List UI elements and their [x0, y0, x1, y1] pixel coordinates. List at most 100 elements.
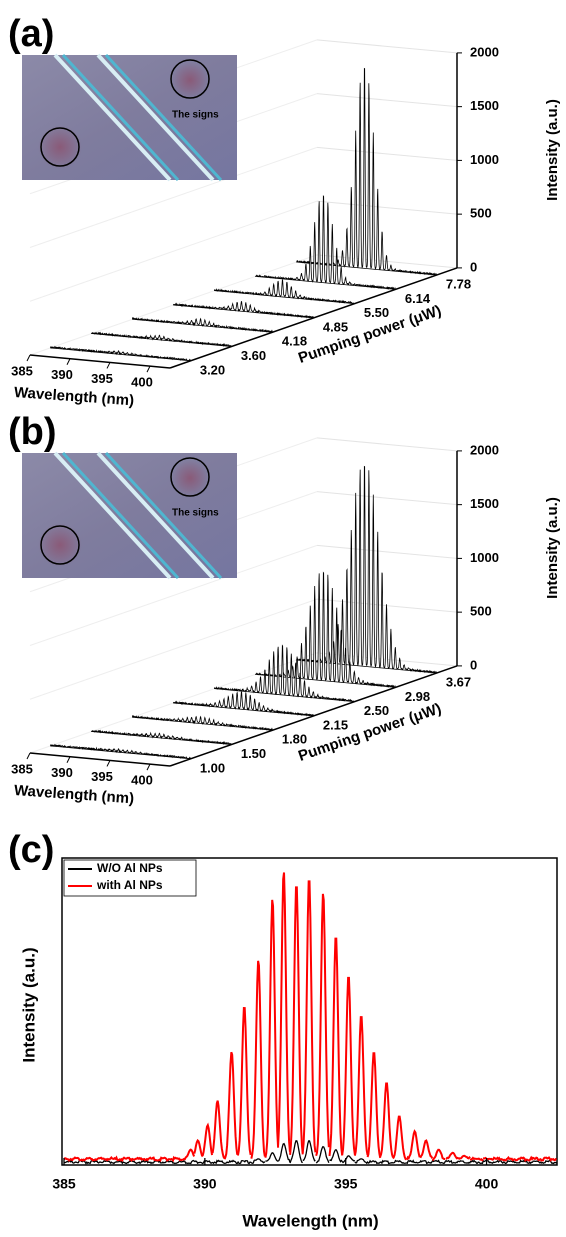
spectrum-peak [265, 1152, 279, 1162]
inset-spot [38, 125, 82, 169]
x-tick-label: 400 [131, 773, 153, 788]
power-tick-label: 2.50 [364, 703, 389, 718]
power-tick-label: 3.60 [241, 348, 266, 363]
spectrum-trace [50, 743, 191, 760]
x-axis-title: Wavelength (nm) [242, 1211, 378, 1230]
legend-label: W/O Al NPs [97, 861, 163, 875]
inset-circle [170, 457, 210, 497]
inset-stripe [53, 53, 172, 182]
x-tick [66, 358, 71, 365]
inset-stripe [53, 451, 172, 580]
x-tick [146, 763, 151, 771]
grid-line [29, 146, 318, 248]
x-tick [106, 760, 111, 767]
x-axis [29, 354, 171, 369]
inset-stripe [104, 451, 223, 580]
y-axis-title: Intensity (a.u.) [19, 947, 38, 1062]
z-tick-label: 2000 [470, 44, 499, 59]
spectrum-peak [315, 893, 330, 1157]
power-tick-label: 6.14 [405, 291, 431, 306]
x-tick-label: 395 [91, 371, 113, 386]
grid-line [316, 598, 458, 613]
grid-line [316, 491, 458, 506]
z-tick-label: 500 [470, 604, 492, 619]
spectrum-peak [392, 1115, 407, 1161]
inset-spot [172, 460, 208, 496]
spectrum-trace [214, 278, 356, 305]
power-axis [169, 665, 458, 767]
x-tick-label: 390 [51, 367, 73, 382]
spectrum-trace [173, 691, 314, 717]
inset-circle [40, 127, 80, 167]
spectrum-peak [341, 976, 356, 1156]
grid-line [29, 200, 318, 302]
spectrum-trace [132, 316, 274, 333]
x-axis-title: Wavelength (nm) [13, 782, 134, 807]
grid-line [316, 437, 458, 452]
spectrum-trace [296, 67, 437, 276]
plot-frame [61, 857, 558, 1166]
inset-label: The signs [172, 110, 219, 121]
inset-stripe [61, 451, 180, 580]
spectrum-peak [366, 1052, 382, 1159]
inset-spot [38, 523, 82, 567]
spectrum-peak [341, 1155, 356, 1164]
z-tick-label: 1000 [470, 152, 499, 167]
spectrum-peak [379, 1082, 394, 1158]
x-tick [106, 362, 111, 369]
spectrum-peak [329, 1149, 343, 1163]
spectrum-peak [289, 886, 304, 1155]
spectrum-peak [264, 899, 280, 1158]
spectrum-peak [277, 872, 291, 1152]
z-tick-label: 1000 [470, 550, 499, 565]
x-tick-label: 400 [475, 1176, 499, 1192]
grid-line [29, 544, 318, 646]
spectrum-trace [91, 729, 233, 746]
z-tick-label: 1500 [470, 98, 499, 113]
inset-label: The signs [172, 508, 219, 519]
power-tick-label: 4.85 [323, 319, 348, 334]
spectrum-peak [193, 1138, 204, 1158]
power-tick-label: 4.18 [282, 334, 307, 349]
z-tick-label: 0 [470, 657, 477, 672]
grid-line [316, 39, 458, 54]
panel-label: (a) [8, 13, 54, 55]
spectrum-peak [302, 1140, 316, 1162]
panel-label: (b) [8, 411, 57, 453]
z-tick-label: 1500 [470, 496, 499, 511]
spectrum-peak [301, 880, 317, 1153]
x-tick-label: 390 [51, 765, 73, 780]
grid-line [316, 93, 458, 108]
spectrum-peak [211, 1100, 226, 1159]
x-tick [66, 756, 71, 763]
x-axis [29, 752, 171, 767]
power-tick-label: 3.20 [200, 362, 225, 377]
power-tick-label: 1.00 [200, 760, 225, 775]
grid-line [29, 598, 318, 700]
spectrum-peak [223, 1051, 239, 1160]
inset-circle [170, 59, 210, 99]
spectrum-peak [353, 1016, 369, 1156]
z-axis-title: Intensity (a.u.) [544, 497, 561, 599]
spectrum-trace [50, 345, 191, 362]
grid-line [316, 544, 458, 559]
spectrum-peak [469, 1156, 484, 1162]
inset-circle [40, 525, 80, 565]
spectrum-peak [431, 1148, 446, 1162]
spectrum-peak [289, 1140, 303, 1164]
x-tick [146, 365, 151, 373]
spectrum-peak [445, 1151, 459, 1160]
z-tick-label: 2000 [470, 442, 499, 457]
spectrum-peak [63, 1148, 196, 1163]
spectrum-trace [91, 331, 233, 348]
panel-label: (c) [8, 829, 54, 871]
x-tick-label: 385 [11, 363, 33, 378]
power-tick-label: 2.98 [405, 689, 430, 704]
inset-stripe [96, 451, 215, 580]
power-axis [169, 267, 458, 369]
spectrum-peak [236, 1007, 252, 1156]
z-tick-label: 0 [470, 259, 477, 274]
spectrum-peak [250, 960, 266, 1159]
spectrum-peak [201, 1122, 214, 1156]
x-tick [26, 752, 31, 760]
